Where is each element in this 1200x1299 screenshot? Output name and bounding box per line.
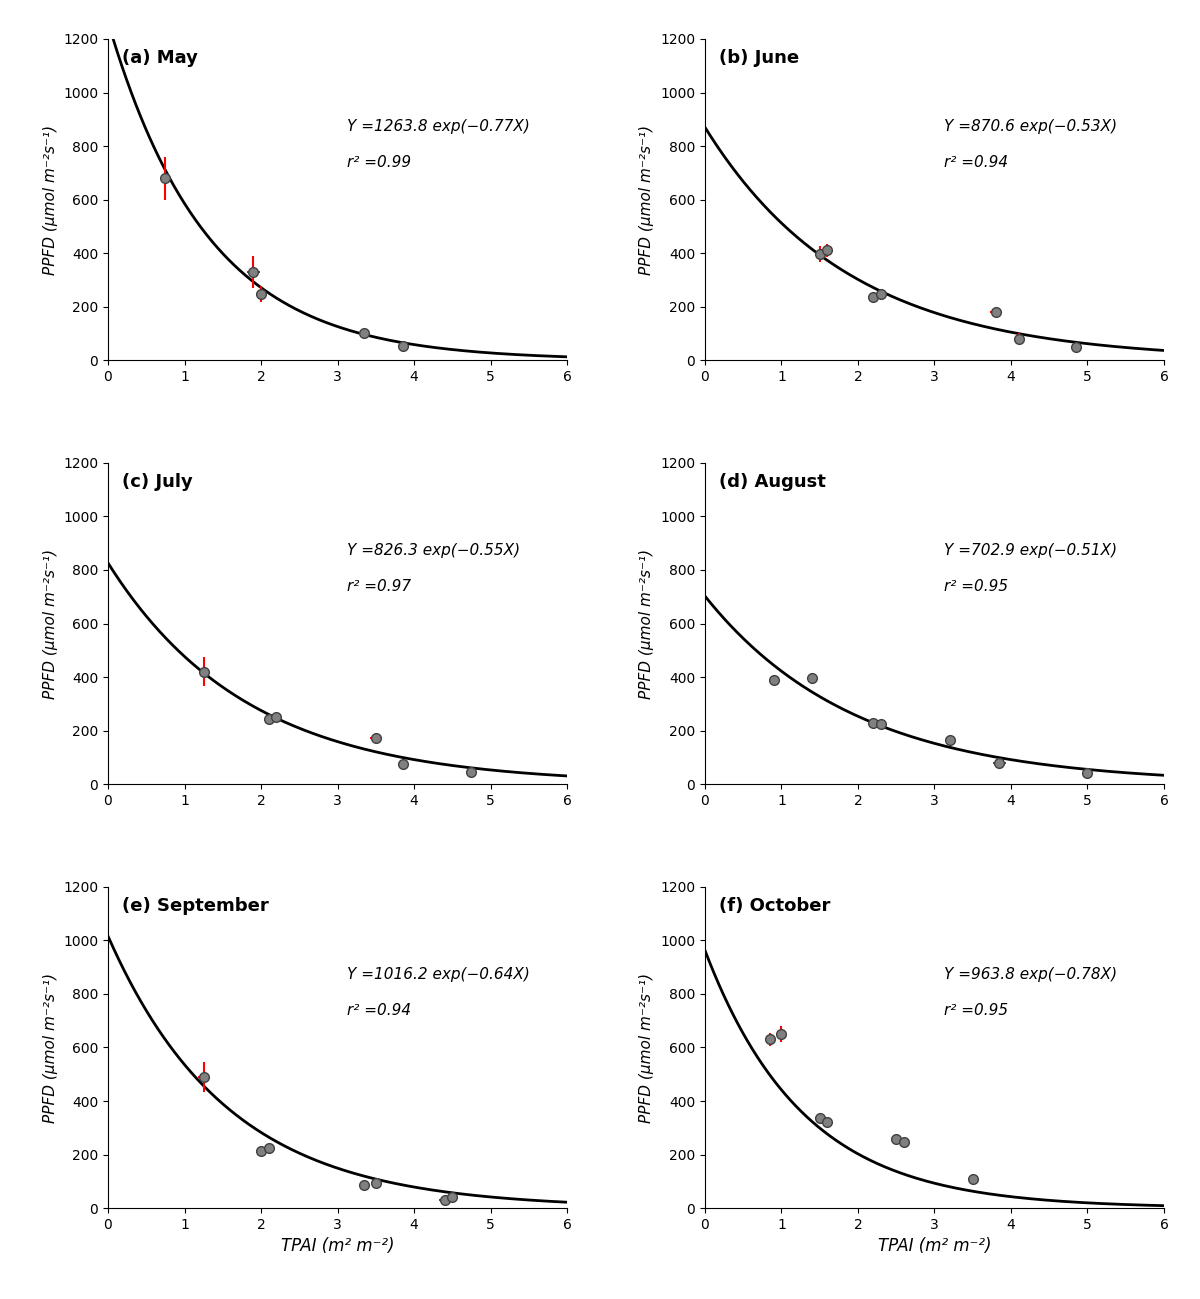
Text: (a) May: (a) May bbox=[121, 48, 198, 66]
Text: (e) September: (e) September bbox=[121, 896, 269, 914]
Text: r² =0.95: r² =0.95 bbox=[943, 1003, 1008, 1017]
Text: Y =870.6 exp(−0.53X): Y =870.6 exp(−0.53X) bbox=[943, 120, 1117, 134]
Y-axis label: PPFD (μmol m⁻²s⁻¹): PPFD (μmol m⁻²s⁻¹) bbox=[640, 548, 654, 699]
Text: Y =963.8 exp(−0.78X): Y =963.8 exp(−0.78X) bbox=[943, 968, 1117, 982]
Text: r² =0.97: r² =0.97 bbox=[347, 578, 410, 594]
Text: (b) June: (b) June bbox=[719, 48, 799, 66]
Text: (c) July: (c) July bbox=[121, 473, 192, 491]
Text: Y =826.3 exp(−0.55X): Y =826.3 exp(−0.55X) bbox=[347, 543, 520, 559]
Text: r² =0.94: r² =0.94 bbox=[943, 155, 1008, 170]
Y-axis label: PPFD (μmol m⁻²s⁻¹): PPFD (μmol m⁻²s⁻¹) bbox=[42, 548, 58, 699]
Y-axis label: PPFD (μmol m⁻²s⁻¹): PPFD (μmol m⁻²s⁻¹) bbox=[42, 973, 58, 1122]
Text: Y =1263.8 exp(−0.77X): Y =1263.8 exp(−0.77X) bbox=[347, 120, 529, 134]
Text: Y =1016.2 exp(−0.64X): Y =1016.2 exp(−0.64X) bbox=[347, 968, 529, 982]
Text: r² =0.94: r² =0.94 bbox=[347, 1003, 410, 1017]
Y-axis label: PPFD (μmol m⁻²s⁻¹): PPFD (μmol m⁻²s⁻¹) bbox=[640, 125, 654, 274]
Text: r² =0.95: r² =0.95 bbox=[943, 578, 1008, 594]
Y-axis label: PPFD (μmol m⁻²s⁻¹): PPFD (μmol m⁻²s⁻¹) bbox=[640, 973, 654, 1122]
Text: (f) October: (f) October bbox=[719, 896, 830, 914]
Text: r² =0.99: r² =0.99 bbox=[347, 155, 410, 170]
X-axis label: TPAI (m² m⁻²): TPAI (m² m⁻²) bbox=[877, 1238, 991, 1255]
Text: Y =702.9 exp(−0.51X): Y =702.9 exp(−0.51X) bbox=[943, 543, 1117, 559]
X-axis label: TPAI (m² m⁻²): TPAI (m² m⁻²) bbox=[281, 1238, 395, 1255]
Y-axis label: PPFD (μmol m⁻²s⁻¹): PPFD (μmol m⁻²s⁻¹) bbox=[42, 125, 58, 274]
Text: (d) August: (d) August bbox=[719, 473, 826, 491]
